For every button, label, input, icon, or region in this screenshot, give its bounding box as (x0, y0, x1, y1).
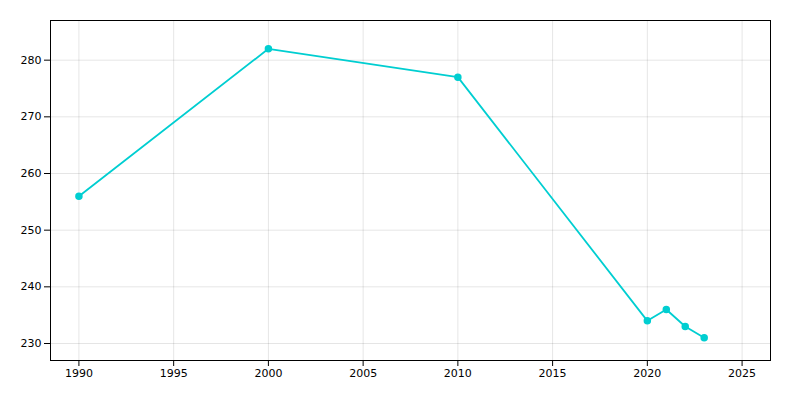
svg-text:1995: 1995 (160, 367, 188, 380)
svg-text:2000: 2000 (254, 367, 282, 380)
svg-text:280: 280 (21, 54, 42, 67)
svg-text:2020: 2020 (633, 367, 661, 380)
svg-text:2015: 2015 (539, 367, 567, 380)
svg-text:240: 240 (21, 280, 42, 293)
svg-text:1990: 1990 (65, 367, 93, 380)
svg-text:230: 230 (21, 337, 42, 350)
svg-text:270: 270 (21, 110, 42, 123)
svg-text:250: 250 (21, 224, 42, 237)
svg-text:2005: 2005 (349, 367, 377, 380)
svg-text:2025: 2025 (728, 367, 756, 380)
svg-text:2010: 2010 (444, 367, 472, 380)
svg-text:260: 260 (21, 167, 42, 180)
